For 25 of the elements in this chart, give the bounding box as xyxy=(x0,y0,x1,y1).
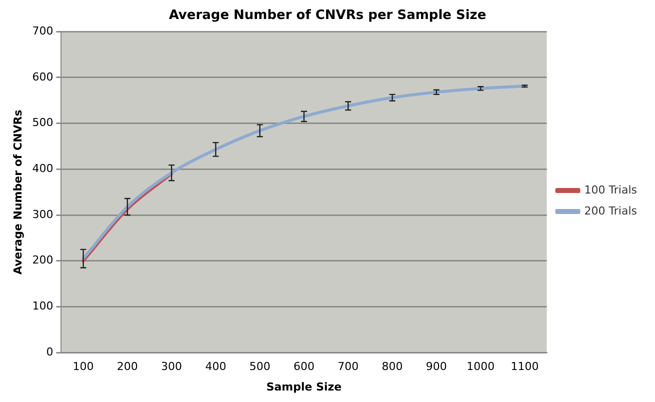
y-tick-label: 200 xyxy=(32,254,54,267)
legend-label: 100 Trials xyxy=(584,183,638,196)
x-tick-label: 900 xyxy=(426,360,447,374)
legend-label: 200 Trials xyxy=(584,204,638,218)
y-tick-label: 300 xyxy=(32,208,54,221)
x-tick-label: 300 xyxy=(161,360,182,374)
x-tick-label: 800 xyxy=(382,360,403,374)
y-tick-label: 600 xyxy=(32,70,54,84)
chart-title: Average Number of CNVRs per Sample Size xyxy=(168,8,486,24)
line-series xyxy=(82,84,526,260)
x-tick-label: 700 xyxy=(338,360,359,374)
x-tick-label: 200 xyxy=(116,360,138,374)
x-tick-label: 1100 xyxy=(510,360,539,374)
x-tick-label: 500 xyxy=(249,360,270,374)
y-tick-label: 100 xyxy=(32,300,54,313)
y-axis-title: Average Number of CNVRs xyxy=(11,109,24,275)
y-tick-label: 400 xyxy=(32,162,54,176)
x-axis-title: Sample Size xyxy=(266,380,342,394)
x-tick-label: 100 xyxy=(72,360,94,374)
x-tick-label: 1000 xyxy=(466,360,495,374)
y-tick-label: 0 xyxy=(46,345,54,358)
y-tick-label: 700 xyxy=(32,24,54,38)
x-tick-label: 400 xyxy=(205,360,226,374)
y-tick-label: 500 xyxy=(32,116,54,130)
x-tick-label: 600 xyxy=(293,360,314,374)
